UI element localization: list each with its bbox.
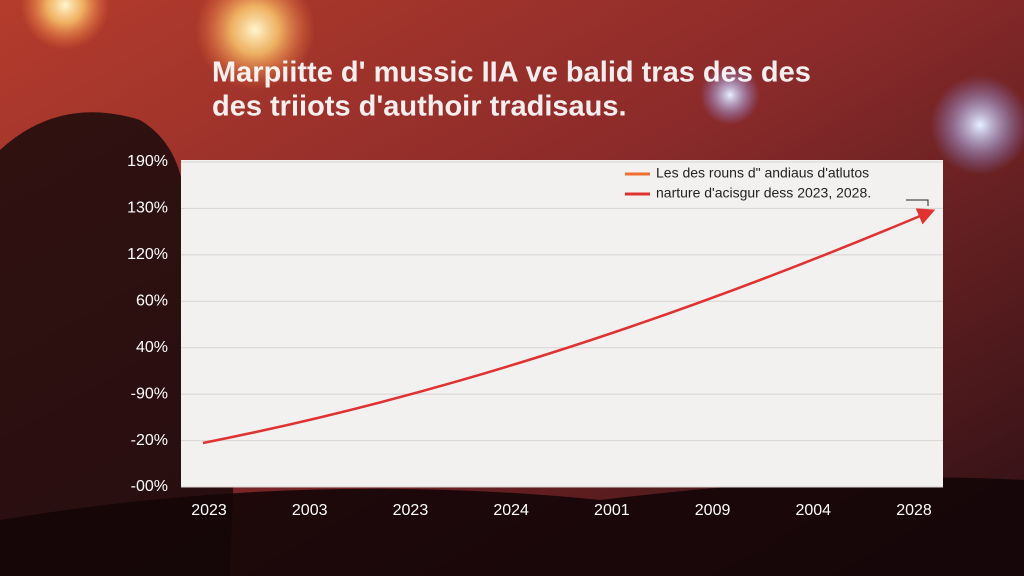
labels: 190% 130% 120% 60% 40% -90% -20% -00% 2023 2003 20… xyxy=(127,153,932,519)
y-tick-label: 60% xyxy=(136,293,168,310)
legend-pointer xyxy=(906,199,929,206)
trend-line xyxy=(202,208,936,445)
x-tick-label: 2009 xyxy=(695,502,731,519)
y-tick-label: -20% xyxy=(131,432,168,449)
y-tick-label: -00% xyxy=(131,478,168,495)
y-tick-label: 40% xyxy=(136,339,168,356)
x-tick-label: 2024 xyxy=(493,502,529,519)
x-tick-label: 2003 xyxy=(292,502,328,519)
title-line: Marpiitte d' mussic IIA ve balid tras de… xyxy=(212,57,811,89)
x-tick-label: 2023 xyxy=(393,502,429,519)
x-tick-label: 2028 xyxy=(896,502,932,519)
stage-light xyxy=(20,0,110,50)
x-tick-label: 2004 xyxy=(795,502,831,519)
legend-label: Les des rouns d" andiaus d'atlutos xyxy=(656,165,869,181)
y-tick-label: 130% xyxy=(127,200,168,217)
stage-light xyxy=(930,75,1024,175)
silhouette xyxy=(0,112,240,576)
crowd xyxy=(0,477,1024,576)
y-tick-label: 190% xyxy=(127,153,168,170)
x-tick-label: 2023 xyxy=(191,502,227,519)
stage-light xyxy=(195,0,315,90)
y-tick-label: 120% xyxy=(127,246,168,263)
legend-label: narture d'acisgur dess 2023, 2028. xyxy=(656,185,871,201)
plot-area xyxy=(181,160,943,487)
title-line: des triiots d'authoir tradisaus. xyxy=(212,91,627,123)
stage-light xyxy=(700,65,760,125)
grid xyxy=(181,161,943,488)
x-tick-label: 2001 xyxy=(594,502,630,519)
y-tick-label: -90% xyxy=(131,385,168,402)
